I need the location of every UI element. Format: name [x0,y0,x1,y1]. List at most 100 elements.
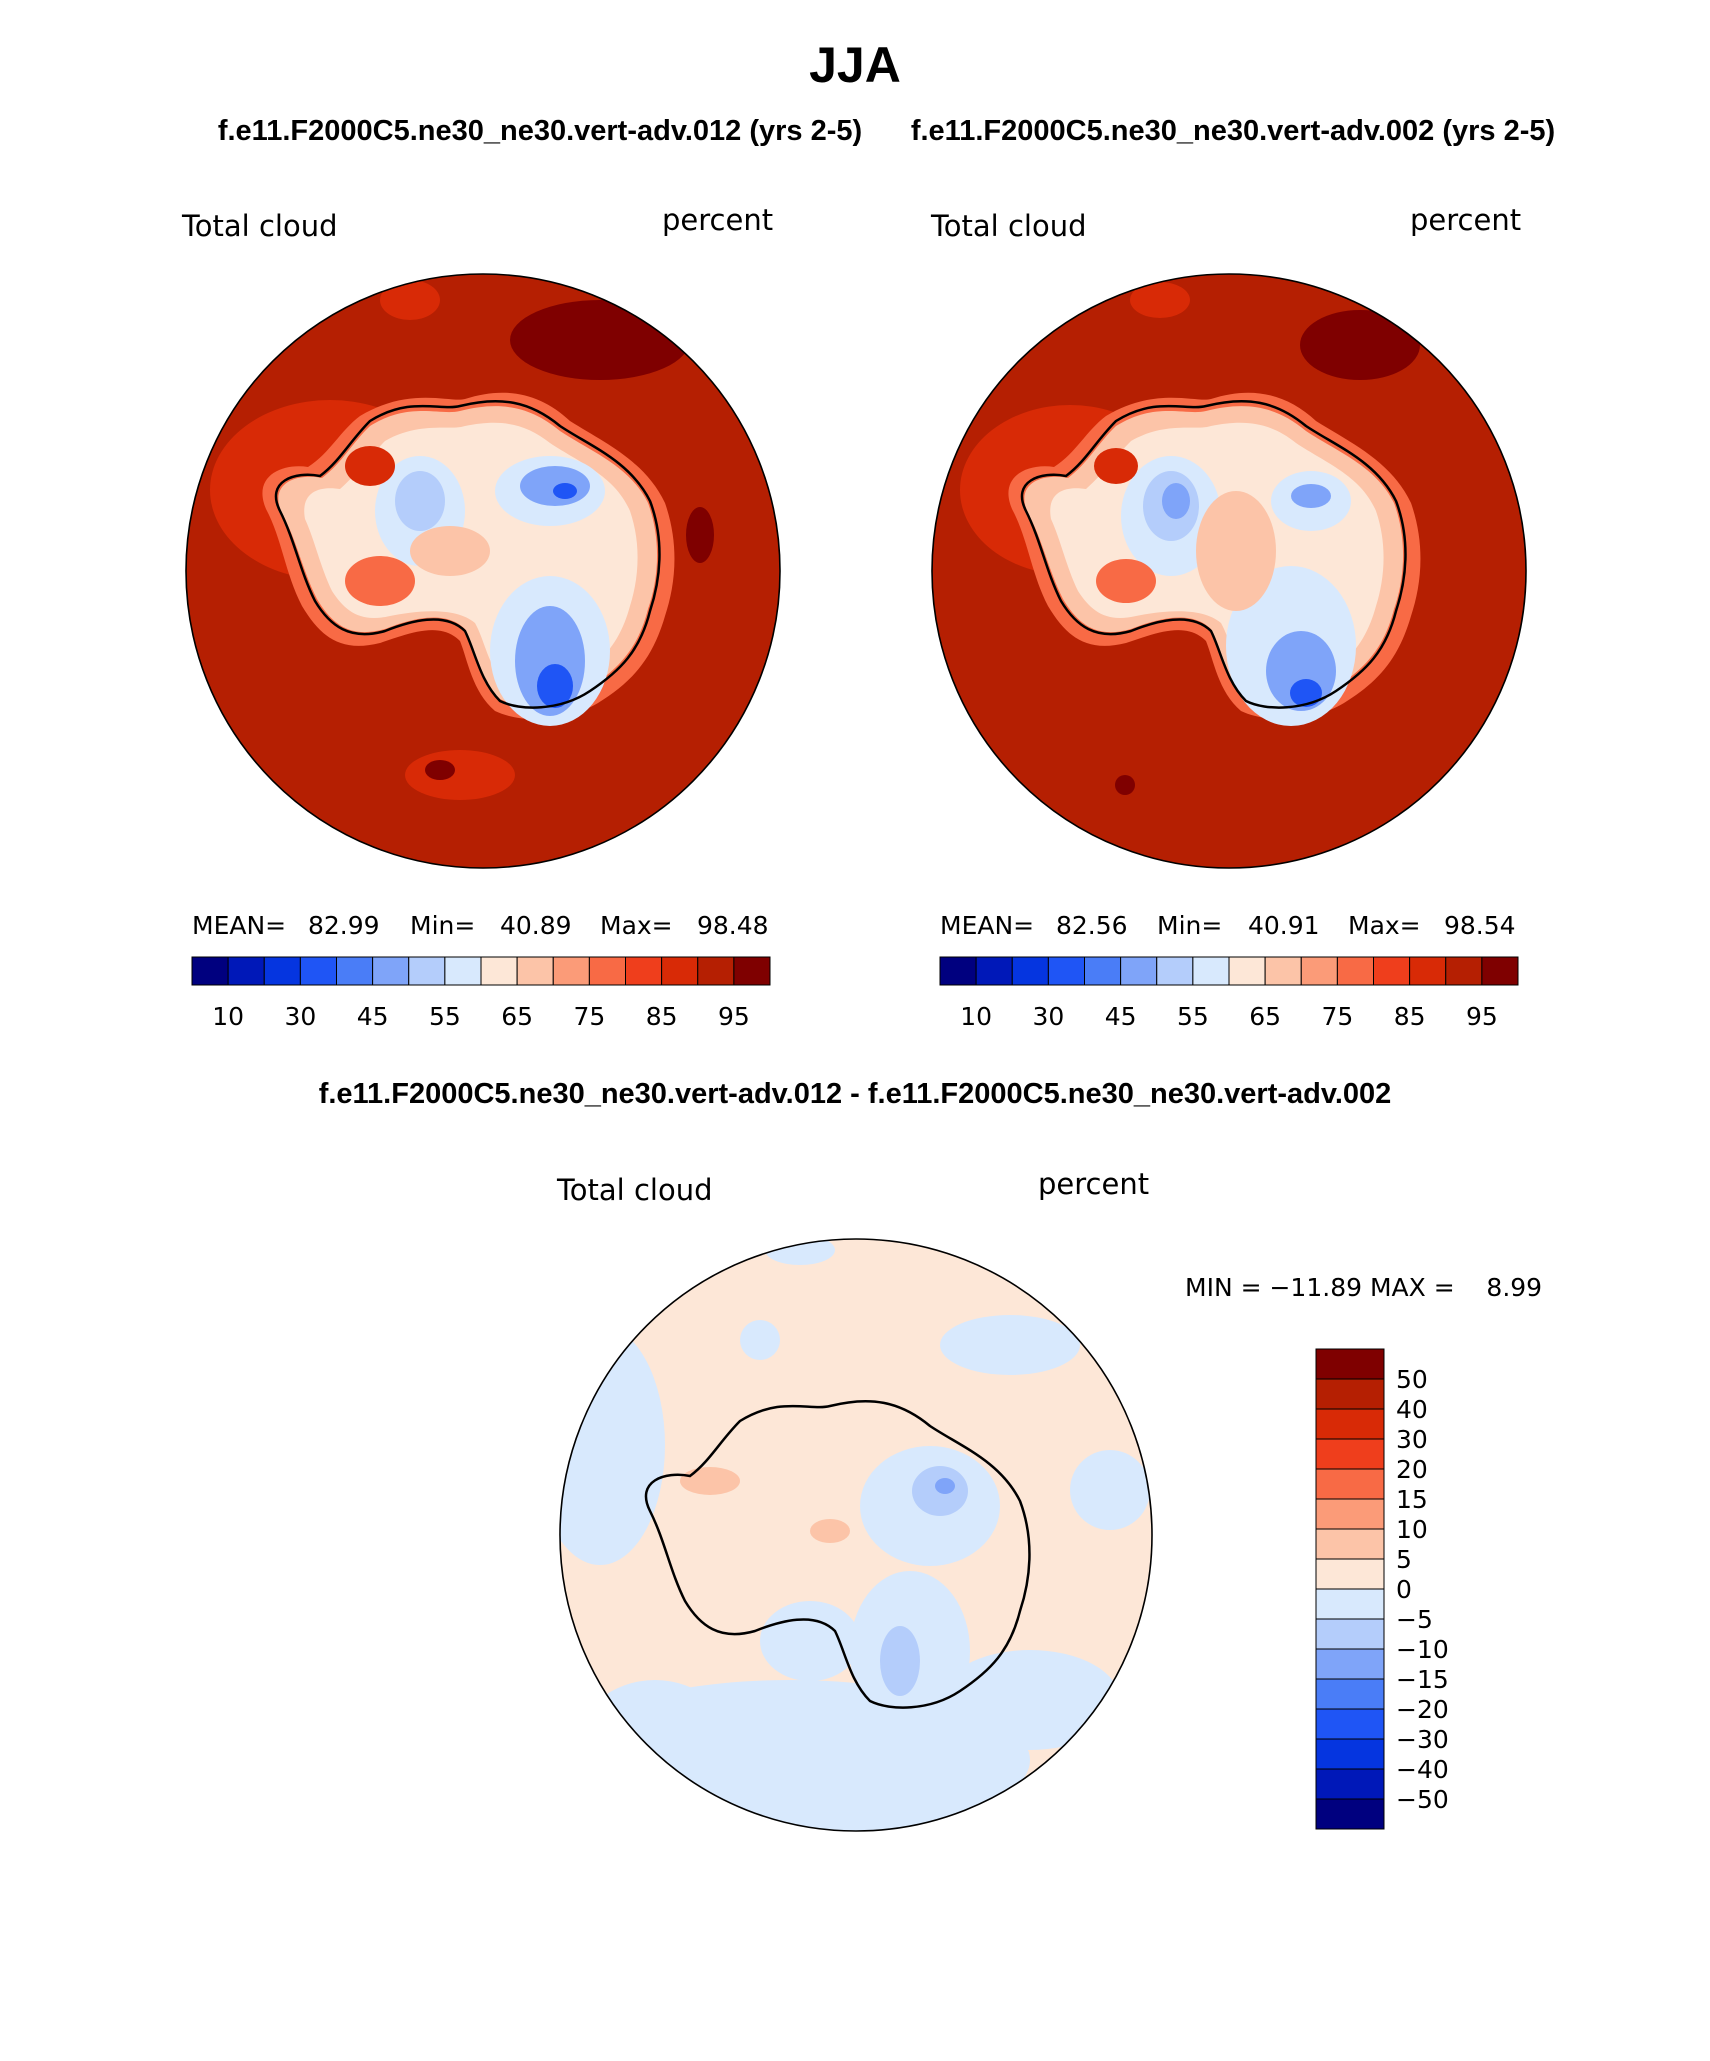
difference-title: f.e11.F2000C5.ne30_ne30.vert-adv.012 - f… [319,1078,1392,1110]
colorbar-tick-label: 95 [718,1002,750,1031]
colorbar-swatch [480,956,518,986]
colorbar-swatch [1336,956,1374,986]
colorbar-swatch [1315,1798,1385,1830]
colorbar-tick-label: 65 [501,1002,533,1031]
colorbar-swatch [1409,956,1447,986]
colorbar-swatch [625,956,663,986]
colorbar-swatch [1315,1468,1385,1500]
colorbar-swatch [1315,1618,1385,1650]
stat-max-value: 98.54 [1444,911,1516,940]
colorbar-tick-label: 10 [212,1002,244,1031]
subtitle-left: f.e11.F2000C5.ne30_ne30.vert-adv.012 (yr… [218,115,862,147]
map-panel-difference: Total cloud percent [556,1167,1542,1832]
map-panel-model-002: Total cloud percent [930,203,1527,1031]
colorbar-swatch [1047,956,1085,986]
stat-max-value: 98.48 [697,911,769,940]
colorbar-tick-label: 20 [1396,1455,1428,1484]
colorbar-swatch [1315,1648,1385,1680]
colorbar-tick-label: 30 [284,1002,316,1031]
colorbar-swatch [1315,1408,1385,1440]
colorbar-swatch [1084,956,1122,986]
colorbar-swatch [1315,1378,1385,1410]
colorbar-swatch [1011,956,1049,986]
colorbar-swatch [516,956,554,986]
colorbar-tick-label: 15 [1396,1485,1428,1514]
colorbar-swatch [444,956,482,986]
colorbar-tick-label: 45 [357,1002,389,1031]
colorbar-swatch [1228,956,1266,986]
figure-title: JJA [809,37,901,93]
colorbar-tick-label: 10 [960,1002,992,1031]
colorbar-tick-label: −5 [1396,1605,1433,1634]
colorbar-tick-label: 40 [1396,1395,1428,1424]
colorbar-swatch [1315,1438,1385,1470]
colorbar-swatch [408,956,446,986]
subtitle-right: f.e11.F2000C5.ne30_ne30.vert-adv.002 (yr… [911,115,1555,147]
colorbar-swatch [1192,956,1230,986]
colorbar-tick-label: 0 [1396,1575,1412,1604]
colorbar-tick-label: 95 [1466,1002,1498,1031]
panel-units-label: percent [1410,203,1521,237]
colorbar-swatch [1315,1588,1385,1620]
stat-mean-label: MEAN= [940,911,1034,940]
colorbar-swatch [191,956,229,986]
panel-variable-label: Total cloud [930,209,1086,243]
stat-min-label: Min= [410,911,475,940]
colorbar-swatch [1315,1678,1385,1710]
stat-mean-label: MEAN= [192,911,286,940]
panel-units-label: percent [1038,1167,1149,1201]
colorbar-absolute-right: 10 30 45 55 65 75 85 95 [939,956,1519,1031]
map-panel-model-012: Total cloud percent [181,203,781,1031]
colorbar-tick-label: 55 [429,1002,461,1031]
cloud-difference-map [560,1239,1152,1831]
colorbar-swatch [1264,956,1302,986]
colorbar-swatch [588,956,626,986]
cloud-field-map [932,274,1526,868]
panel-variable-label: Total cloud [181,209,337,243]
colorbar-swatch [1315,1558,1385,1590]
colorbar-tick-label: 45 [1105,1002,1137,1031]
colorbar-swatch [1445,956,1483,986]
colorbar-swatch [1300,956,1338,986]
colorbar-tick-label: 85 [1394,1002,1426,1031]
stat-min-label: Min= [1157,911,1222,940]
difference-min-max: MIN = −11.89 MAX = 8.99 [1185,1273,1542,1302]
colorbar-tick-label: 75 [573,1002,605,1031]
colorbar-swatch [1481,956,1519,986]
stat-mean-value: 82.56 [1056,911,1128,940]
colorbar-tick-label: −40 [1396,1755,1449,1784]
colorbar-tick-label: 5 [1396,1545,1412,1574]
colorbar-swatch [299,956,337,986]
colorbar-tick-label: 65 [1249,1002,1281,1031]
colorbar-tick-label: −20 [1396,1695,1449,1724]
colorbar-swatch [336,956,374,986]
colorbar-swatch [372,956,410,986]
colorbar-tick-label: −30 [1396,1725,1449,1754]
stat-min-value: 40.91 [1248,911,1320,940]
colorbar-swatch [661,956,699,986]
stat-max-label: Max= [600,911,673,940]
colorbar-swatch [1156,956,1194,986]
colorbar-swatch [1315,1768,1385,1800]
colorbar-tick-label: 30 [1032,1002,1064,1031]
panel-variable-label: Total cloud [556,1173,712,1207]
colorbar-tick-label: −15 [1396,1665,1449,1694]
stat-min-value: 40.89 [500,911,572,940]
colorbar-swatch [227,956,265,986]
colorbar-swatch [263,956,301,986]
panel-units-label: percent [662,203,773,237]
colorbar-swatch [1120,956,1158,986]
colorbar-absolute-left: 10 30 45 55 65 75 85 95 [191,956,771,1031]
colorbar-swatch [975,956,1013,986]
colorbar-swatch [1315,1498,1385,1530]
colorbar-tick-label: 55 [1177,1002,1209,1031]
colorbar-tick-label: 30 [1396,1425,1428,1454]
cloud-field-map [186,274,780,868]
colorbar-tick-label: 10 [1396,1515,1428,1544]
colorbar-tick-label: 75 [1321,1002,1353,1031]
colorbar-tick-label: −10 [1396,1635,1449,1664]
colorbar-swatch [1315,1528,1385,1560]
colorbar-swatch [552,956,590,986]
stat-mean-value: 82.99 [308,911,380,940]
